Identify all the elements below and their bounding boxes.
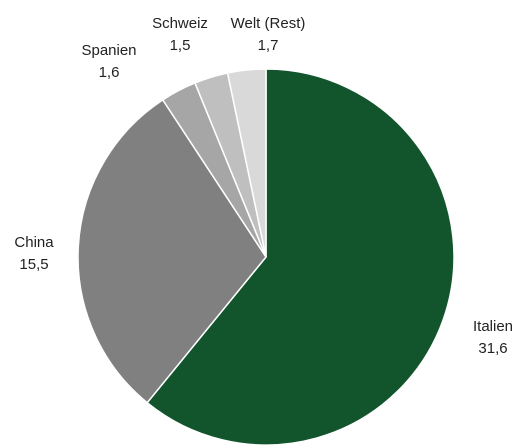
slice-label: Spanien	[81, 42, 136, 59]
slice-value-label: 1,6	[99, 64, 120, 81]
slice-value-label: 1,7	[258, 37, 279, 54]
slice-label: Schweiz	[152, 15, 208, 32]
pie-slice	[146, 68, 455, 445]
slice-label: Italien	[473, 318, 513, 335]
slice-value-label: 31,6	[478, 340, 507, 357]
slice-value-label: 15,5	[19, 256, 48, 273]
slice-label: China	[14, 234, 54, 251]
pie-slice	[226, 68, 267, 258]
slice-label: Welt (Rest)	[231, 15, 306, 32]
slice-value-label: 1,5	[170, 37, 191, 54]
pie-slice	[77, 98, 267, 404]
